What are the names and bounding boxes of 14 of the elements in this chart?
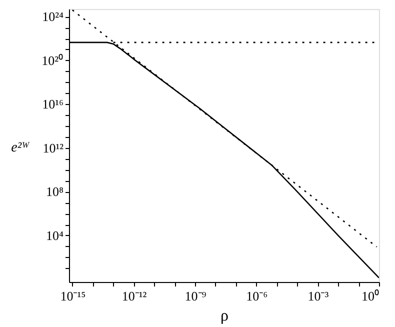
y-tick-label: 10¹² xyxy=(42,140,64,156)
x-tick-label: 10⁻¹² xyxy=(122,288,147,304)
x-axis-title: ρ xyxy=(220,308,229,324)
x-tick-label: 10⁻³ xyxy=(308,288,329,304)
x-tick-label: 10⁻⁹ xyxy=(184,288,207,304)
y-tick-label: 10¹⁶ xyxy=(42,96,64,112)
y-tick-label: 10⁴ xyxy=(46,228,64,243)
x-tick-label: 10⁰ xyxy=(362,288,380,304)
x-tick-label: 10⁻⁶ xyxy=(246,288,268,304)
x-tick-label: 10⁻¹⁵ xyxy=(60,288,86,304)
y-tick-label: 10²⁴ xyxy=(42,9,64,24)
y-tick-label: 10⁸ xyxy=(46,184,64,200)
y-axis-title: e²ᵂ xyxy=(11,140,31,156)
y-tick-label: 10²⁰ xyxy=(42,52,64,68)
